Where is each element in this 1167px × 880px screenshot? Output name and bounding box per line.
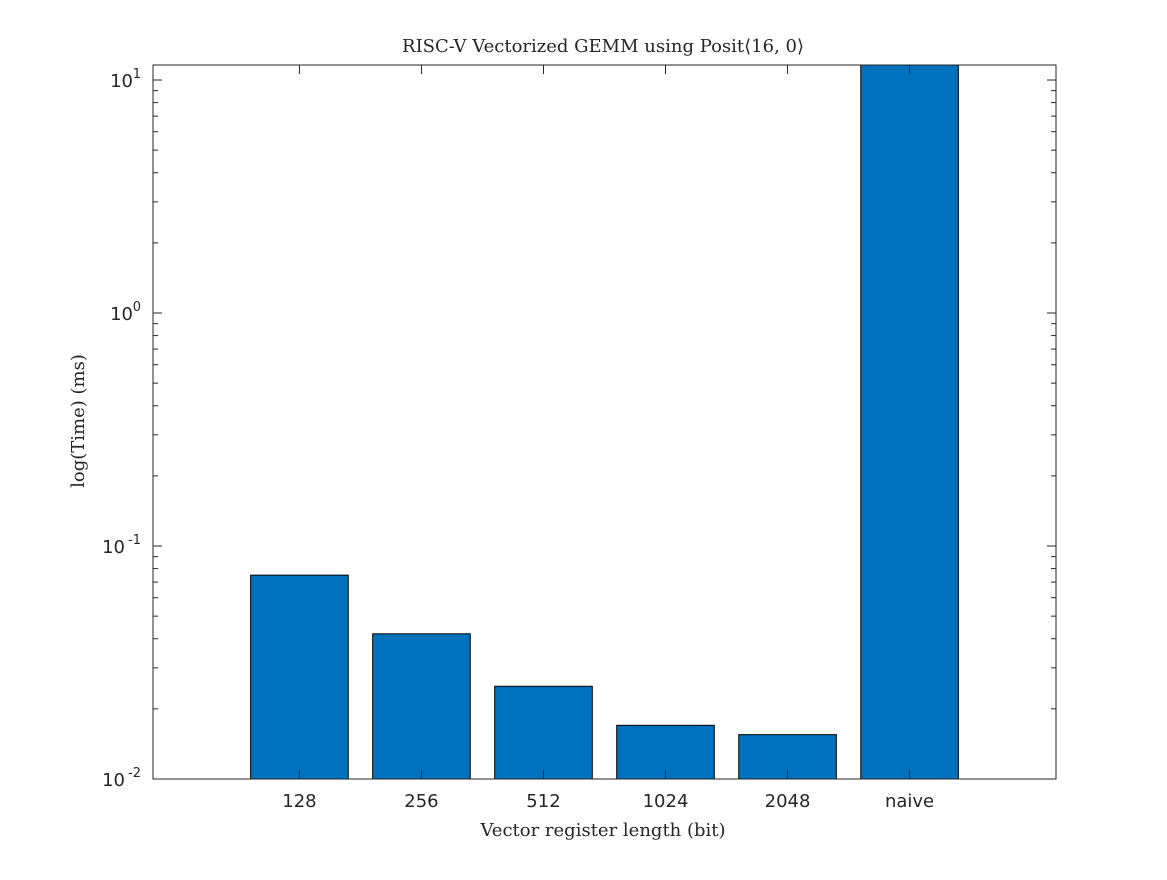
x-tick-label-512: 512 (526, 791, 560, 812)
y-tick-label-base: 10 (110, 71, 133, 92)
y-tick-label-exponent: 1 (133, 67, 141, 82)
bar-256 (372, 633, 471, 780)
x-tick-label-1024: 1024 (643, 791, 689, 812)
x-axis-label: Vector register length (bit) (479, 820, 725, 841)
bar-512 (494, 685, 593, 780)
x-tick-label-128: 128 (282, 791, 316, 812)
y-tick-label-base: 10 (102, 770, 125, 791)
y-tick-label-exponent: -2 (128, 766, 141, 781)
y-tick-label-base: 10 (110, 304, 133, 325)
y-tick-label-base: 10 (102, 537, 125, 558)
bar-128 (250, 574, 349, 780)
y-axis-label: log(Time) (ms) (68, 354, 89, 488)
chart-title: RISC-V Vectorized GEMM using Posit⟨16, 0… (402, 36, 804, 57)
x-tick-label-2048: 2048 (765, 791, 811, 812)
x-tick-label-256: 256 (404, 791, 438, 812)
y-tick-label-exponent: -1 (128, 533, 141, 548)
bar-naive (860, 64, 959, 780)
axes-box (152, 64, 1057, 780)
x-tick-label-naive: naive (885, 791, 934, 812)
y-tick-label-exponent: 0 (133, 300, 141, 315)
